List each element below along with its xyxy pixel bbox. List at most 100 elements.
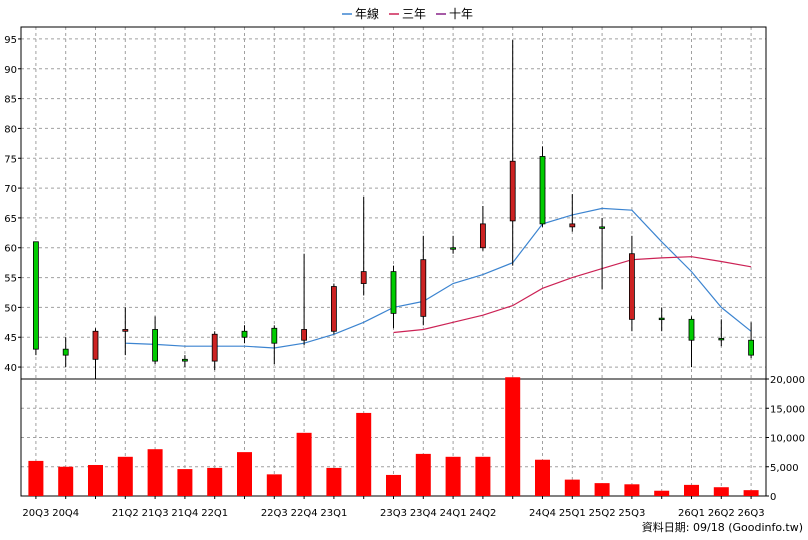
volume-bar-21Q2 xyxy=(117,456,133,496)
volume-bar-21Q1 xyxy=(88,464,103,496)
candle-22Q4 xyxy=(301,253,308,345)
candle-body xyxy=(122,329,129,332)
candle-body xyxy=(539,156,546,225)
candle-body xyxy=(509,160,516,222)
volume-bar-24Q2 xyxy=(475,456,491,496)
price-tick-label: 70 xyxy=(4,184,17,195)
price-tick-label: 75 xyxy=(4,154,17,165)
x-tick-label: 21Q4 xyxy=(171,508,198,519)
volume-bar-21Q3 xyxy=(147,449,163,496)
volume-bar-26Q3 xyxy=(743,490,759,496)
candle-24Q3 xyxy=(509,40,516,266)
x-tick-label: 20Q3 xyxy=(22,508,49,519)
x-tick-label: 25Q2 xyxy=(589,508,616,519)
candle-23Q2 xyxy=(360,197,367,296)
volume-bars xyxy=(28,377,759,496)
volume-bar-20Q4 xyxy=(58,466,74,496)
candle-20Q3 xyxy=(33,241,39,356)
price-tick-label: 85 xyxy=(4,95,17,106)
candle-21Q4 xyxy=(181,355,188,368)
volume-bar-25Q1 xyxy=(564,479,580,496)
x-tick-label: 25Q3 xyxy=(618,508,645,519)
candle-body xyxy=(629,253,635,320)
candle-25Q3 xyxy=(629,235,635,332)
candle-25Q4 xyxy=(658,307,665,332)
volume-bar-23Q4 xyxy=(415,453,431,496)
moving-average-lines xyxy=(125,207,752,349)
candle-body xyxy=(301,329,308,341)
candle-body xyxy=(360,271,367,284)
candle-body xyxy=(152,329,159,362)
volume-bar-24Q1 xyxy=(445,456,461,496)
candle-23Q3 xyxy=(390,265,397,329)
price-tick-label: 65 xyxy=(4,214,17,225)
candle-26Q2 xyxy=(718,319,725,347)
x-tick-label: 23Q3 xyxy=(380,508,407,519)
candle-26Q3 xyxy=(748,322,754,359)
price-tick-label: 90 xyxy=(4,65,17,76)
x-tick-label: 23Q1 xyxy=(320,508,347,519)
volume-bar-24Q4 xyxy=(535,459,550,496)
x-axis: 20Q3 20Q4 21Q2 21Q3 21Q4 22Q1 22Q3 22Q4 23Q1 23Q3… xyxy=(22,496,765,519)
volume-bar-22Q2 xyxy=(237,452,252,496)
x-tick-label: 23Q4 xyxy=(410,508,437,519)
price-tick-label: 40 xyxy=(4,363,17,374)
volume-tick-label: 0 xyxy=(770,492,776,503)
x-tick-label: 21Q2 xyxy=(112,508,139,519)
price-tick-label: 50 xyxy=(4,303,17,314)
candle-body xyxy=(748,339,754,356)
candle-body xyxy=(718,338,725,341)
volume-bar-24Q3 xyxy=(505,377,521,496)
volume-bar-22Q1 xyxy=(207,467,223,496)
x-tick-label: 26Q3 xyxy=(738,508,765,519)
volume-bar-25Q3 xyxy=(624,484,640,496)
x-tick-label: 26Q2 xyxy=(708,508,735,519)
candle-21Q1 xyxy=(92,328,99,379)
price-axis: 40 45 50 55 60 65 70 75 80 85 90 95 xyxy=(4,35,21,374)
candle-24Q4 xyxy=(539,146,546,227)
volume-bar-25Q4 xyxy=(654,490,670,496)
candle-24Q1 xyxy=(450,235,457,254)
source-label: 資料日期: 09/18 (Goodinfo.tw) xyxy=(642,520,803,534)
candles xyxy=(33,40,754,379)
candle-23Q4 xyxy=(420,235,427,326)
candle-body xyxy=(62,348,69,356)
volume-bar-22Q4 xyxy=(296,432,312,496)
x-tick-label: 20Q4 xyxy=(52,508,79,519)
volume-bar-26Q1 xyxy=(684,484,699,496)
volume-tick-label: 15,000 xyxy=(770,404,805,415)
candle-body xyxy=(33,241,39,350)
ma-3y-line xyxy=(393,256,752,334)
price-tick-label: 60 xyxy=(4,244,17,255)
candle-body xyxy=(420,259,427,317)
candle-body xyxy=(688,318,695,341)
volume-tick-label: 5,000 xyxy=(770,463,799,474)
candle-body xyxy=(330,286,337,332)
volume-bar-20Q3 xyxy=(28,460,44,496)
candle-body xyxy=(599,226,605,229)
volume-bar-23Q3 xyxy=(386,474,401,496)
volume-bar-23Q2 xyxy=(356,412,372,496)
volume-bar-25Q2 xyxy=(594,483,610,496)
candle-25Q2 xyxy=(599,217,605,290)
volume-tick-label: 20,000 xyxy=(770,375,805,386)
candle-body xyxy=(181,358,188,362)
volume-bar-22Q3 xyxy=(266,474,282,496)
price-tick-label: 80 xyxy=(4,124,17,135)
x-tick-label: 25Q1 xyxy=(559,508,586,519)
candle-20Q4 xyxy=(62,337,69,368)
candle-body xyxy=(271,327,278,344)
x-tick-label: 24Q1 xyxy=(440,508,467,519)
candle-body xyxy=(241,330,248,338)
ma-year-line xyxy=(125,207,752,349)
candle-body xyxy=(569,223,576,228)
candle-23Q1 xyxy=(330,283,337,335)
chart-legend: 年線 三年 十年 xyxy=(342,6,473,21)
x-tick-label: 22Q1 xyxy=(201,508,228,519)
candle-body xyxy=(211,333,218,362)
candle-22Q2 xyxy=(241,325,248,344)
candle-22Q3 xyxy=(271,325,278,365)
grid-lines xyxy=(21,27,766,496)
x-tick-label: 21Q3 xyxy=(142,508,169,519)
